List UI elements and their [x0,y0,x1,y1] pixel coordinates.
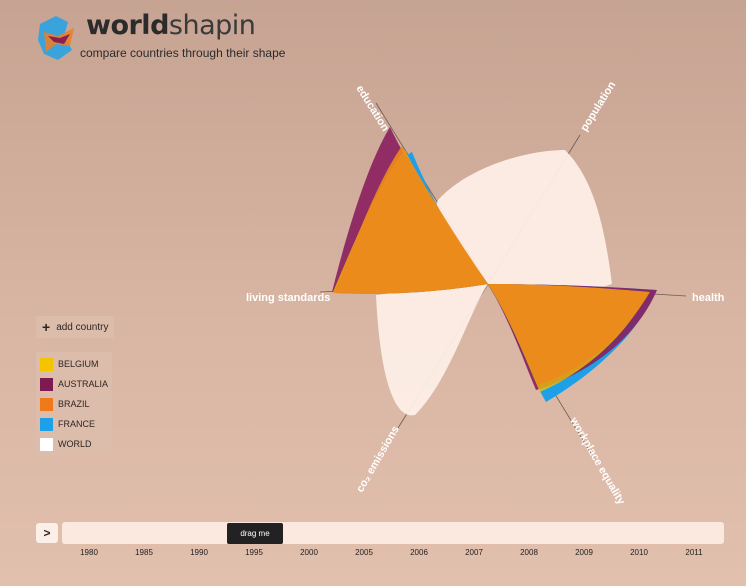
legend-label-france: FRANCE [58,419,96,429]
add-country-label: add country [56,321,109,333]
brand-light: shapin [168,10,256,41]
shape-world [376,150,612,416]
year-2008[interactable]: 2008 [520,548,538,557]
legend-label-world: WORLD [58,439,92,449]
year-2000[interactable]: 2000 [300,548,318,557]
legend-item-belgium[interactable]: BELGIUM [36,354,112,374]
legend-item-world[interactable]: WORLD [36,434,112,454]
axis-label-population: population [578,79,618,133]
axis-label-workplace: workplace equality [567,415,628,508]
year-1985[interactable]: 1985 [135,548,153,557]
legend-item-france[interactable]: FRANCE [36,414,112,434]
year-1980[interactable]: 1980 [80,548,98,557]
swatch-belgium [40,357,53,371]
legend-item-brazil[interactable]: BRAZIL [36,394,112,414]
brand-title: worldshapin [86,10,256,41]
year-2006[interactable]: 2006 [410,548,428,557]
country-legend: BELGIUM AUSTRALIA BRAZIL FRANCE WORLD [36,352,112,456]
swatch-brazil [40,397,53,411]
brand-bold: world [86,10,169,41]
axis-label-health: health [692,292,725,304]
year-2005[interactable]: 2005 [355,548,373,557]
timeline-track[interactable] [62,522,724,544]
shape-brazil [334,146,650,385]
swatch-france [40,417,53,431]
swatch-world [40,437,53,451]
legend-label-belgium: BELGIUM [58,359,99,369]
add-country-button[interactable]: + add country [36,316,114,338]
year-2009[interactable]: 2009 [575,548,593,557]
year-1990[interactable]: 1990 [190,548,208,557]
year-1995[interactable]: 1995 [245,548,263,557]
legend-label-brazil: BRAZIL [58,399,90,409]
timeline-handle[interactable]: drag me [227,523,283,544]
legend-label-australia: AUSTRALIA [58,379,109,389]
play-button[interactable]: > [36,523,58,543]
swatch-australia [40,377,53,391]
axis-label-education: education [353,83,391,134]
axis-label-living: living standards [246,292,330,304]
tagline: compare countries through their shape [80,46,286,60]
year-2011[interactable]: 2011 [685,548,703,557]
year-2010[interactable]: 2010 [630,548,648,557]
axis-label-co2: co₂ emissions [354,424,402,495]
legend-item-australia[interactable]: AUSTRALIA [36,374,112,394]
year-2007[interactable]: 2007 [465,548,483,557]
plus-icon: + [42,319,51,335]
worldshapin-logo [38,16,74,60]
